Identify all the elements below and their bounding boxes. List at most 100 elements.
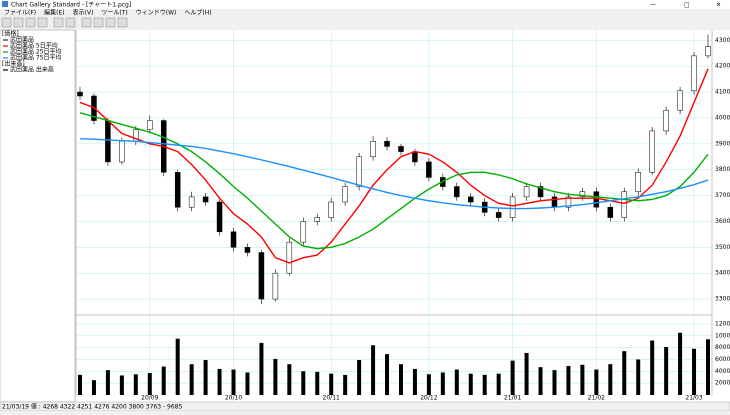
tool-button[interactable] [53,17,64,28]
tool-button[interactable] [13,17,24,28]
y-tick-label: 4000 [715,368,730,375]
x-tick-label: 21/03 [685,395,702,402]
menu-item[interactable]: ツール(T) [101,10,127,17]
volume-bar [189,364,194,395]
volume-bar [678,332,683,395]
y-tick-label: 3800 [715,166,730,173]
candle-body [384,140,390,147]
plot: 3300 3400 3500 3600 3700 3800 3900 4000 4100 4200… [75,30,730,402]
volume-bar [175,338,180,395]
x-tick-label: 21/01 [504,395,521,402]
window-title: Chart Gallery Standard - [チャート1.pcg] [11,2,131,9]
volume-bar [454,369,459,395]
tool-button[interactable] [25,17,36,28]
candle-body [593,191,600,208]
y-tick-label: 4000 [715,114,730,121]
moving-average [79,137,709,210]
legend-header: [価格] [2,30,19,38]
status-text: 21/03/19 値 : 4268 4322 4251 4276 4200 38… [2,403,182,411]
candle-body [537,186,544,198]
menu-bar: ファイル(F) 編集(E) 表示(V) ツール(T) ウィンドウ(W) ヘルプ(H) [4,9,212,17]
tool-button[interactable] [81,17,92,28]
tool-button[interactable] [1,17,12,28]
tool-button[interactable] [117,17,128,28]
close[interactable]: ✕ [716,2,721,9]
candle-body [272,272,279,300]
menu-item[interactable]: ファイル(F) [4,10,36,17]
volume-bar [566,365,571,395]
volume-bar [496,373,501,395]
volume-bar [119,375,124,395]
volume-bar [161,366,166,395]
volume-bar [105,370,110,395]
volume-bar [385,354,390,395]
legend-label: 武田薬品 [10,36,34,44]
tool-button[interactable] [105,17,116,28]
y-tick-label: 4300 [715,37,730,44]
volume-bar [440,372,445,395]
volume-bar [468,373,473,395]
y-tick-label: 3400 [715,270,730,277]
candle-body [663,109,669,132]
candle-body [677,90,683,111]
volume-bar [482,374,487,395]
volume-bar [608,364,613,395]
candle-body [356,156,362,187]
candle-body [328,201,334,218]
volume-bar [594,369,599,395]
candle-body [691,55,697,92]
tool-button[interactable] [37,17,48,28]
candle-body [523,186,530,198]
candle-body [147,120,153,130]
legend-panel [0,29,76,403]
x-tick-label: 20/12 [420,395,437,402]
candle-body [412,151,418,163]
minimize[interactable]: — [650,2,656,9]
volume-bar [78,374,82,395]
volume-bar [538,367,543,395]
tool-button[interactable] [65,17,76,28]
candle-body [551,196,558,208]
y-tick-label: 3900 [715,140,730,147]
menu-item[interactable]: 表示(V) [73,9,94,17]
volume-bar [147,373,152,395]
y-tick-label: 3500 [715,244,730,251]
candle-body [607,206,614,218]
toolbar [1,17,128,28]
candle-body [244,247,251,253]
candle-body [565,196,572,208]
y-tick-label: 10000 [715,332,730,339]
candle-body [105,120,111,163]
maximize[interactable]: □ [684,2,690,9]
y-tick-label: 2000 [715,380,730,387]
volume-bar [524,352,529,395]
volume-bar [664,347,669,395]
volume-bar [552,370,557,395]
candle-body [230,231,237,248]
volume-bar [217,368,222,395]
volume-bar [412,368,417,395]
y-tick-label: 3600 [715,218,730,225]
legend-label: 武田薬品 75日平均 [10,54,62,62]
y-tick-label: 4200 [715,63,730,70]
volume-bar [371,345,376,395]
x-tick-label: 20/09 [141,395,158,402]
menu-item[interactable]: ヘルプ(H) [184,10,211,17]
candle-body [398,146,404,152]
candle-body [300,221,307,243]
volume-bar [692,348,697,395]
menu-item[interactable]: 編集(E) [44,9,64,17]
moving-average [79,112,709,250]
candle-body [370,140,376,158]
menu-item[interactable]: ウィンドウ(W) [136,9,177,17]
volume-bar [301,371,306,395]
tool-button[interactable] [93,17,104,28]
candle-body [579,191,586,198]
legend-header: [出来高] [2,60,25,68]
volume-bar [259,342,264,395]
candle-body [202,196,209,203]
moving-average [79,68,709,264]
volume-bar [287,364,292,395]
chart-bg [76,30,730,402]
